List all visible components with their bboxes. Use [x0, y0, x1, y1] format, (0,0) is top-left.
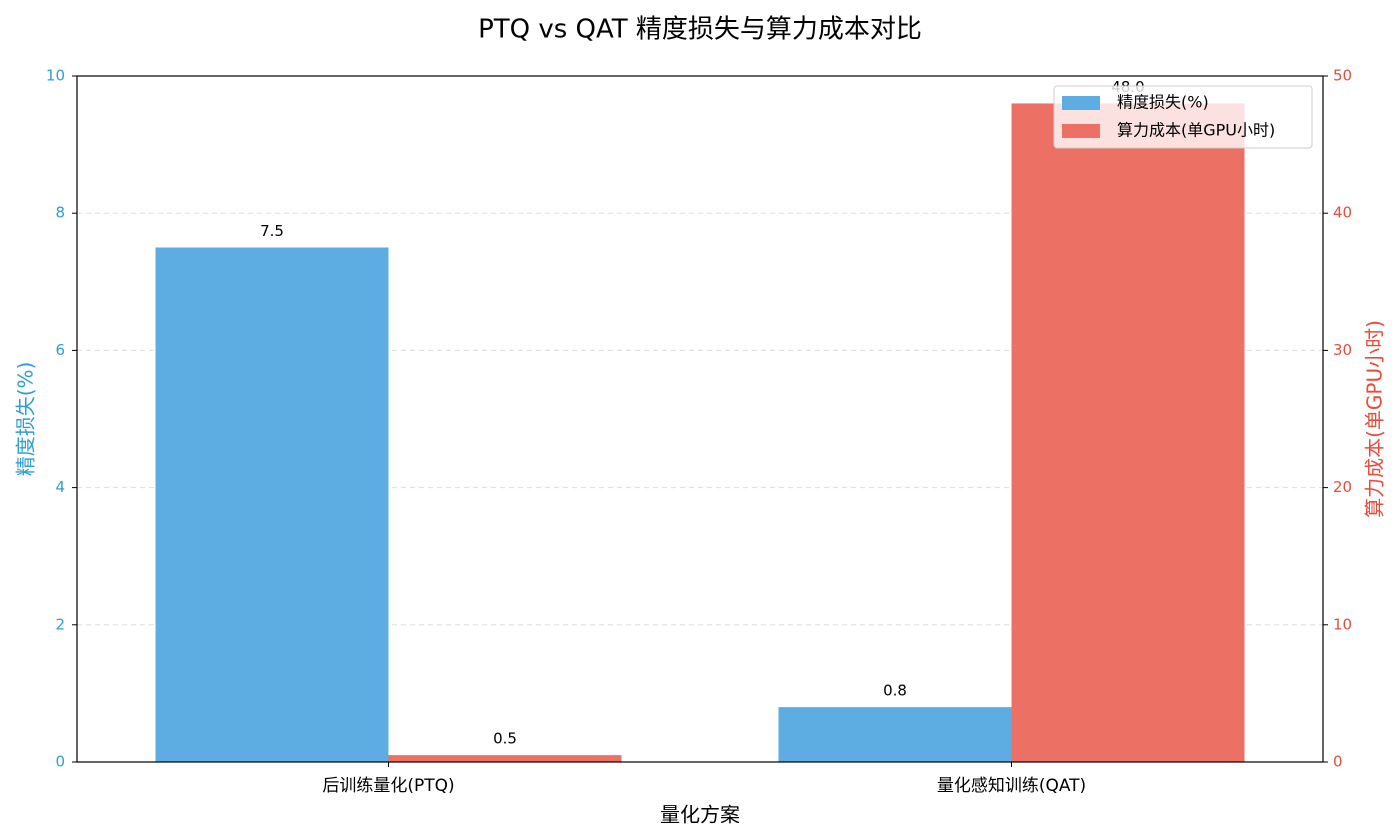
y-tick-label: 10: [46, 67, 65, 85]
x-tick-label: 后训练量化(PTQ): [322, 776, 454, 796]
y2-tick-label: 0: [1333, 753, 1343, 771]
x-axis-label: 量化方案: [660, 803, 740, 827]
bar: [155, 247, 389, 762]
legend-label: 算力成本(单GPU小时): [1117, 121, 1275, 140]
legend-box: [1053, 85, 1313, 149]
bar: [778, 707, 1012, 762]
y-tick-label: 0: [55, 753, 65, 771]
legend-swatch: [1062, 96, 1100, 110]
y2-tick-label: 50: [1333, 67, 1352, 85]
y2-tick-label: 40: [1333, 204, 1352, 222]
y-tick-label: 6: [55, 341, 65, 359]
y2-tick-label: 30: [1333, 341, 1352, 359]
legend-swatch: [1062, 124, 1100, 138]
data-label: 7.5: [260, 222, 284, 240]
y-tick-label: 4: [55, 478, 65, 496]
plot-frame: [76, 75, 1324, 763]
data-label: 0.8: [883, 682, 907, 700]
y2-tick-label: 10: [1333, 615, 1352, 633]
y-axis-label: 精度损失(%): [14, 362, 38, 477]
bar: [388, 755, 622, 762]
y-tick-label: 8: [55, 204, 65, 222]
y-tick-label: 2: [55, 615, 65, 633]
data-label: 0.5: [493, 730, 517, 748]
y2-axis-label: 算力成本(单GPU小时): [1363, 320, 1387, 518]
chart-title: PTQ vs QAT 精度损失与算力成本对比: [478, 15, 922, 45]
bar: [1011, 103, 1245, 762]
legend-label: 精度损失(%): [1117, 93, 1209, 112]
y2-tick-label: 20: [1333, 478, 1352, 496]
x-tick-label: 量化感知训练(QAT): [937, 776, 1086, 796]
